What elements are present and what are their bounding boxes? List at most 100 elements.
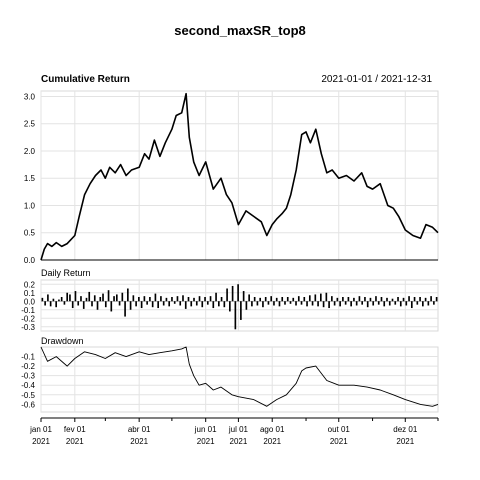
y-tick-label: 3.0 [24, 92, 36, 101]
daily-return-bar [63, 301, 66, 305]
daily-return-bar [328, 301, 330, 309]
daily-return-bar [394, 301, 397, 305]
y-tick-label: 2.5 [24, 120, 36, 129]
daily-return-bar [399, 301, 402, 307]
daily-return-bar [342, 297, 344, 302]
daily-return-bar [99, 297, 102, 302]
daily-return-bar [184, 301, 187, 309]
daily-return-bar [333, 301, 336, 306]
daily-return-bar [215, 292, 217, 302]
daily-return-bar [135, 301, 137, 307]
y-tick-label: -0.3 [21, 372, 35, 381]
daily-return-bar [55, 301, 57, 308]
daily-return-bar [234, 301, 237, 330]
y-tick-label: 0.1 [24, 289, 36, 298]
daily-return-bar [430, 296, 432, 302]
daily-return-bar [220, 297, 223, 302]
daily-return-bar [314, 294, 317, 302]
daily-return-title: Daily Return [41, 268, 91, 278]
daily-return-bar [58, 299, 60, 302]
drawdown-line [40, 346, 439, 407]
daily-return-bar [331, 296, 333, 302]
daily-return-bar [410, 301, 413, 309]
daily-return-bar [69, 294, 71, 302]
daily-return-bar [201, 301, 204, 308]
x-tick-label: abr 01 [128, 425, 151, 434]
daily-return-bar [297, 296, 300, 302]
daily-return-bar [52, 298, 55, 302]
daily-return-bar [325, 292, 328, 302]
y-tick-label: -0.6 [21, 400, 35, 409]
y-tick-label: -0.3 [21, 323, 35, 332]
daily-return-bar [231, 285, 234, 302]
y-tick-label: -0.1 [21, 353, 35, 362]
x-tick-label: dez 01 [393, 425, 418, 434]
daily-return-bar [209, 296, 212, 302]
daily-return-bar [107, 290, 110, 302]
daily-return-bar [179, 301, 182, 306]
daily-return-bar [168, 301, 171, 307]
daily-return-bar [416, 301, 419, 305]
daily-return-bar [386, 297, 388, 302]
daily-return-bar [49, 301, 52, 307]
x-tick-label: jun 01 [194, 425, 217, 434]
daily-return-bar [355, 301, 358, 306]
daily-return-bar [344, 301, 347, 305]
daily-return-bar [364, 297, 366, 302]
daily-return-bar [218, 301, 220, 307]
y-tick-label: -0.2 [21, 314, 35, 323]
figure-title: second_maxSR_top8 [174, 23, 306, 38]
daily-return-bar [306, 301, 308, 307]
daily-return-bar [375, 296, 377, 302]
daily-return-bar [372, 301, 375, 306]
daily-return-bar [80, 296, 82, 302]
daily-return-bar [223, 301, 226, 308]
x-tick-year-label: 2021 [66, 437, 84, 446]
daily-return-bar [204, 297, 206, 302]
daily-return-bar [171, 297, 173, 302]
daily-return-bar [154, 293, 157, 302]
daily-return-bar [96, 301, 99, 310]
x-tick-year-label: 2021 [230, 437, 248, 446]
daily-return-bar [173, 301, 176, 304]
daily-return-bar [74, 291, 77, 302]
daily-return-bar [402, 297, 405, 302]
daily-return-bar [190, 301, 193, 307]
daily-return-bar [132, 295, 135, 302]
x-tick-label: jan 01 [29, 425, 52, 434]
x-tick-year-label: 2021 [330, 437, 348, 446]
daily-return-bar [82, 301, 85, 309]
daily-return-bar [339, 301, 341, 307]
daily-return-bar [140, 301, 143, 309]
daily-return-bar [358, 296, 361, 302]
daily-return-bar [47, 294, 49, 302]
daily-return-bar [138, 297, 140, 302]
daily-return-bar [435, 297, 438, 302]
daily-return-bar [383, 301, 386, 307]
daily-return-bar [353, 297, 355, 302]
daily-return-bar [284, 301, 286, 305]
daily-return-bar [226, 288, 228, 302]
daily-return-bar [160, 296, 162, 302]
daily-return-bar [267, 301, 270, 305]
x-tick-label: out 01 [328, 425, 351, 434]
daily-return-bar [151, 301, 154, 308]
daily-return-bar [118, 301, 121, 306]
daily-return-bar [149, 297, 151, 302]
cumulative-return-title: Cumulative Return [41, 74, 130, 85]
daily-return-bar [253, 297, 256, 302]
daily-return-bar [237, 284, 239, 302]
daily-return-bar [162, 301, 165, 306]
daily-return-bar [273, 301, 275, 306]
daily-return-bar [336, 297, 339, 302]
daily-return-bar [113, 296, 115, 302]
daily-return-bar [248, 294, 250, 302]
daily-return-bar [245, 301, 248, 310]
daily-return-bar [320, 293, 322, 302]
daily-return-bar [380, 297, 383, 302]
x-tick-year-label: 2021 [197, 437, 215, 446]
daily-return-bar [71, 301, 74, 309]
daily-return-bar [427, 301, 430, 306]
daily-return-bar [242, 291, 245, 302]
plot-area: 0.00.51.01.52.02.53.00.20.10.0-0.1-0.2-0… [21, 90, 439, 446]
